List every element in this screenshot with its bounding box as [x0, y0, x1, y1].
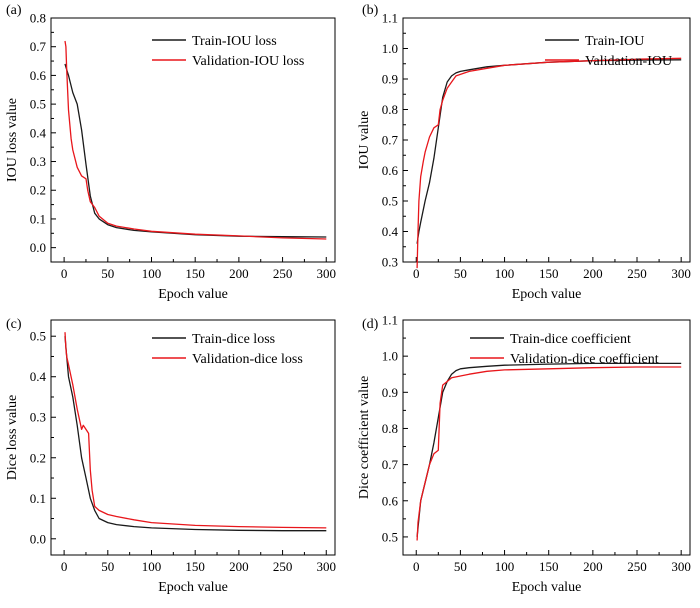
- x-axis-label: Epoch value: [158, 580, 228, 595]
- legend-label-1: Train-IOU loss: [192, 34, 277, 49]
- legend: Train-dice coefficient Validation-dice co…: [470, 332, 659, 367]
- y-tick-label: 0.5: [30, 329, 46, 344]
- x-axis-label: Epoch value: [512, 287, 582, 302]
- series-line-1: [64, 63, 327, 238]
- series-line-2: [416, 366, 682, 541]
- x-tick-label: 50: [101, 266, 114, 281]
- x-tick-label: 300: [671, 559, 691, 574]
- legend-label-1: Train-dice coefficient: [510, 332, 631, 347]
- y-tick-label: 0.1: [30, 211, 46, 226]
- y-tick-label: 0.9: [382, 385, 398, 400]
- x-tick-label: 200: [583, 266, 603, 281]
- y-tick-label: 1.1: [382, 11, 398, 26]
- y-tick-label: 1.0: [382, 41, 398, 56]
- y-tick-label: 1.1: [382, 313, 398, 328]
- x-tick-label: 150: [539, 266, 559, 281]
- x-tick-label: 200: [583, 559, 603, 574]
- y-tick-label: 0.7: [30, 39, 47, 54]
- plot-frame: [50, 17, 336, 263]
- y-tick-label: 0.8: [382, 421, 398, 436]
- y-axis-label: IOU value: [357, 111, 372, 170]
- x-tick-label: 0: [61, 559, 68, 574]
- y-axis-label: Dice coefficient value: [357, 376, 372, 499]
- x-tick-label: 100: [142, 559, 162, 574]
- series-line-1: [64, 336, 327, 532]
- y-tick-label: 0.4: [30, 125, 47, 140]
- x-tick-label: 100: [495, 266, 515, 281]
- x-tick-label: 0: [413, 266, 420, 281]
- y-tick-label: 0.7: [382, 133, 399, 148]
- x-axis-label: Epoch value: [158, 287, 228, 302]
- y-tick-label: 0.6: [30, 68, 47, 83]
- x-tick-label: 0: [413, 559, 420, 574]
- y-tick-label: 0.2: [30, 450, 46, 465]
- series-line-2: [64, 332, 327, 529]
- y-tick-label: 0.8: [382, 102, 398, 117]
- y-tick-label: 0.0: [30, 240, 46, 255]
- y-tick-label: 0.6: [382, 493, 399, 508]
- legend-label-2: Validation-IOU loss: [192, 54, 304, 69]
- y-tick-label: 1.0: [382, 349, 398, 364]
- x-tick-label: 250: [627, 559, 647, 574]
- x-tick-label: 250: [627, 266, 647, 281]
- y-tick-label: 0.1: [30, 491, 46, 506]
- legend-label-2: Validation-dice coefficient: [510, 352, 659, 367]
- y-axis-label: Dice loss value: [5, 395, 20, 481]
- x-axis-label: Epoch value: [512, 580, 582, 595]
- legend: Train-IOU Validation-IOU: [545, 34, 672, 69]
- y-tick-label: 0.4: [382, 224, 399, 239]
- x-tick-label: 100: [142, 266, 162, 281]
- panel-label: (c): [6, 317, 22, 332]
- series-line-2: [64, 40, 327, 240]
- x-tick-label: 50: [454, 266, 467, 281]
- x-tick-label: 250: [273, 266, 293, 281]
- x-tick-label: 150: [185, 559, 205, 574]
- legend-label-2: Validation-IOU: [585, 54, 672, 69]
- legend-label-2: Validation-dice loss: [192, 352, 303, 367]
- y-tick-label: 0.5: [30, 97, 46, 112]
- x-tick-label: 200: [229, 266, 249, 281]
- x-tick-label: 300: [317, 559, 337, 574]
- y-tick-label: 0.9: [382, 72, 398, 87]
- plot-frame: [402, 319, 691, 556]
- x-tick-label: 250: [273, 559, 293, 574]
- legend: Train-dice loss Validation-dice loss: [152, 332, 303, 367]
- legend-label-1: Train-IOU: [585, 34, 644, 49]
- y-tick-label: 0.4: [30, 369, 47, 384]
- y-tick-label: 0.0: [30, 531, 46, 546]
- legend-label-1: Train-dice loss: [192, 332, 275, 347]
- x-tick-label: 150: [185, 266, 205, 281]
- y-tick-label: 0.8: [30, 11, 46, 26]
- series-line-1: [416, 59, 682, 244]
- x-tick-label: 0: [61, 266, 68, 281]
- x-tick-label: 300: [671, 266, 691, 281]
- chart-panel-1: (a) 0 50 100 150 200 250 300 0.0 0.1 0.2 0.3 0.4 0.5 0…: [5, 3, 336, 302]
- y-tick-label: 0.7: [382, 457, 399, 472]
- chart-panel-2: (b) 0 50 100 150 200 250 300 0.3 0.4 0.5 0.6 0.7 0.8 0…: [357, 3, 691, 302]
- panel-label: (b): [362, 3, 379, 18]
- chart-panel-3: (c) 0 50 100 150 200 250 300 0.0 0.1 0.2 0.3 0.4 0.5 E…: [5, 317, 336, 595]
- x-tick-label: 100: [495, 559, 515, 574]
- x-tick-label: 150: [539, 559, 559, 574]
- x-tick-label: 50: [454, 559, 467, 574]
- y-tick-label: 0.5: [382, 529, 398, 544]
- y-axis-label: IOU loss value: [5, 98, 20, 182]
- legend: Train-IOU loss Validation-IOU loss: [152, 34, 304, 69]
- y-tick-label: 0.3: [30, 154, 46, 169]
- x-tick-label: 50: [101, 559, 114, 574]
- chart-panel-4: (d) 0 50 100 150 200 250 300 0.5 0.6 0.7 0.8 0.9 1.0 1…: [357, 313, 691, 596]
- x-tick-label: 200: [229, 559, 249, 574]
- y-tick-label: 0.3: [382, 255, 398, 270]
- series-line-1: [416, 362, 682, 537]
- series-line-2: [416, 57, 682, 269]
- y-tick-label: 0.5: [382, 194, 398, 209]
- panel-label: (a): [6, 3, 22, 18]
- panel-label: (d): [362, 317, 379, 332]
- y-tick-label: 0.6: [382, 163, 399, 178]
- y-tick-label: 0.3: [30, 410, 46, 425]
- y-tick-label: 0.2: [30, 183, 46, 198]
- x-tick-label: 300: [317, 266, 337, 281]
